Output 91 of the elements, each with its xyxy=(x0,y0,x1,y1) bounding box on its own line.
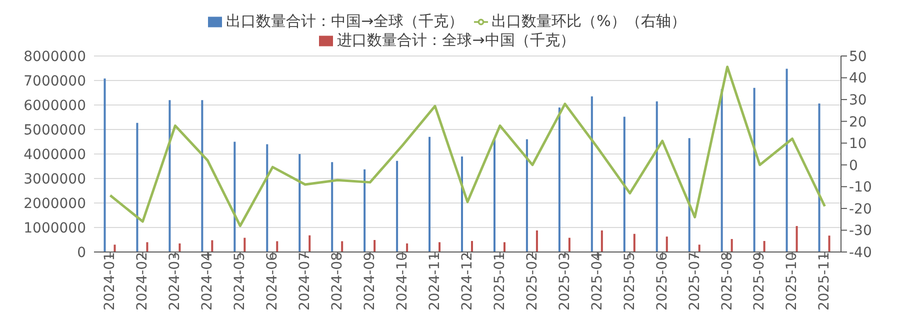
x-tick-label: 2024-08 xyxy=(330,252,346,310)
y2-tick-label: -20 xyxy=(849,201,872,218)
bar xyxy=(266,144,268,252)
bar xyxy=(428,136,431,252)
y-tick-label: 7000000 xyxy=(24,73,86,90)
y-tick-label: 6000000 xyxy=(24,98,86,114)
x-tick-label: 2025-06 xyxy=(654,252,670,310)
x-tick-label: 2025-04 xyxy=(589,252,606,310)
y2-tick-label: -30 xyxy=(849,223,872,240)
y2-tick-label: 0 xyxy=(849,158,858,174)
x-tick-label: 2025-07 xyxy=(686,252,703,310)
bar xyxy=(536,230,538,252)
x-tick-label: 2024-02 xyxy=(134,252,151,310)
bar xyxy=(298,154,301,252)
x-tick-label: 2024-05 xyxy=(232,252,248,310)
x-tick-label: 2024-07 xyxy=(297,252,314,310)
line-series xyxy=(108,66,826,228)
x-tick-label: 2025-03 xyxy=(556,252,573,310)
x-tick-label: 2025-01 xyxy=(492,252,508,310)
bar xyxy=(178,243,181,252)
y-tick-label: 4000000 xyxy=(24,146,86,163)
y-tick-label: 2000000 xyxy=(24,196,86,212)
y2-tick-label: 50 xyxy=(849,48,867,65)
bar xyxy=(244,238,246,252)
bar xyxy=(503,242,506,252)
bar xyxy=(461,156,464,252)
bar xyxy=(623,116,626,252)
y2-tick-label: -10 xyxy=(849,180,872,196)
x-tick-label: 2025-05 xyxy=(622,252,638,310)
bar xyxy=(104,78,106,252)
bar xyxy=(146,242,148,252)
x-tick-label: 2024-09 xyxy=(362,252,378,310)
y-tick-label: 1000000 xyxy=(24,220,86,236)
legend-label: 进口数量合计：全球→中国（千克） xyxy=(337,31,575,49)
x-tick-label: 2024-01 xyxy=(102,252,118,310)
bar xyxy=(600,230,603,252)
x-tick-label: 2025-10 xyxy=(784,252,800,310)
y2-tick-label: 40 xyxy=(849,70,867,87)
bar xyxy=(471,240,474,252)
bar xyxy=(493,139,496,252)
bar xyxy=(136,122,138,252)
bar xyxy=(818,104,820,252)
bar xyxy=(374,240,376,252)
bar xyxy=(633,234,636,252)
x-tick-label: 2025-08 xyxy=(719,252,736,310)
bar xyxy=(828,236,830,252)
bar xyxy=(568,238,570,252)
bar xyxy=(201,100,204,252)
y2-tick-label: 20 xyxy=(849,114,867,130)
x-tick-label: 2024-06 xyxy=(264,252,281,310)
y2-tick-label: -40 xyxy=(849,244,872,261)
bar xyxy=(730,239,733,252)
bar xyxy=(406,243,408,252)
y-tick-label: 8000000 xyxy=(24,48,86,65)
legend-label: 出口数量合计：中国→全球（千克） xyxy=(226,12,464,30)
bar xyxy=(276,241,278,252)
bar xyxy=(753,88,756,252)
y2-tick-label: 10 xyxy=(849,136,867,152)
x-tick-label: 2024-12 xyxy=(459,252,476,310)
y-tick-label: 3000000 xyxy=(24,171,86,188)
bar xyxy=(656,101,658,252)
bar xyxy=(331,162,334,252)
bar xyxy=(438,242,441,252)
bar xyxy=(396,160,398,252)
bar xyxy=(763,240,766,252)
bar xyxy=(308,235,311,252)
bar xyxy=(558,107,560,252)
x-tick-label: 2024-03 xyxy=(167,252,184,310)
x-tick-label: 2025-09 xyxy=(752,252,768,310)
y-tick-label: 0 xyxy=(77,244,86,261)
bar xyxy=(364,169,366,252)
y2-tick-label: 30 xyxy=(849,92,867,109)
bar xyxy=(666,236,668,252)
bar xyxy=(114,244,116,252)
y-tick-label: 5000000 xyxy=(24,122,86,138)
x-tick-label: 2024-04 xyxy=(200,252,216,310)
bar xyxy=(211,240,214,252)
x-tick-label: 2024-11 xyxy=(426,252,443,310)
bar xyxy=(526,139,528,252)
bar xyxy=(234,142,236,252)
bar xyxy=(590,96,593,252)
bar xyxy=(698,244,700,252)
bar xyxy=(688,138,690,252)
bar xyxy=(341,241,344,252)
x-tick-label: 2025-02 xyxy=(524,252,540,310)
bar xyxy=(168,100,171,252)
legend-label: 出口数量环比（%）（右轴） xyxy=(492,12,686,30)
x-tick-label: 2025-11 xyxy=(816,252,833,310)
x-tick-label: 2024-10 xyxy=(394,252,410,310)
bar xyxy=(796,226,798,252)
bar xyxy=(786,68,788,252)
